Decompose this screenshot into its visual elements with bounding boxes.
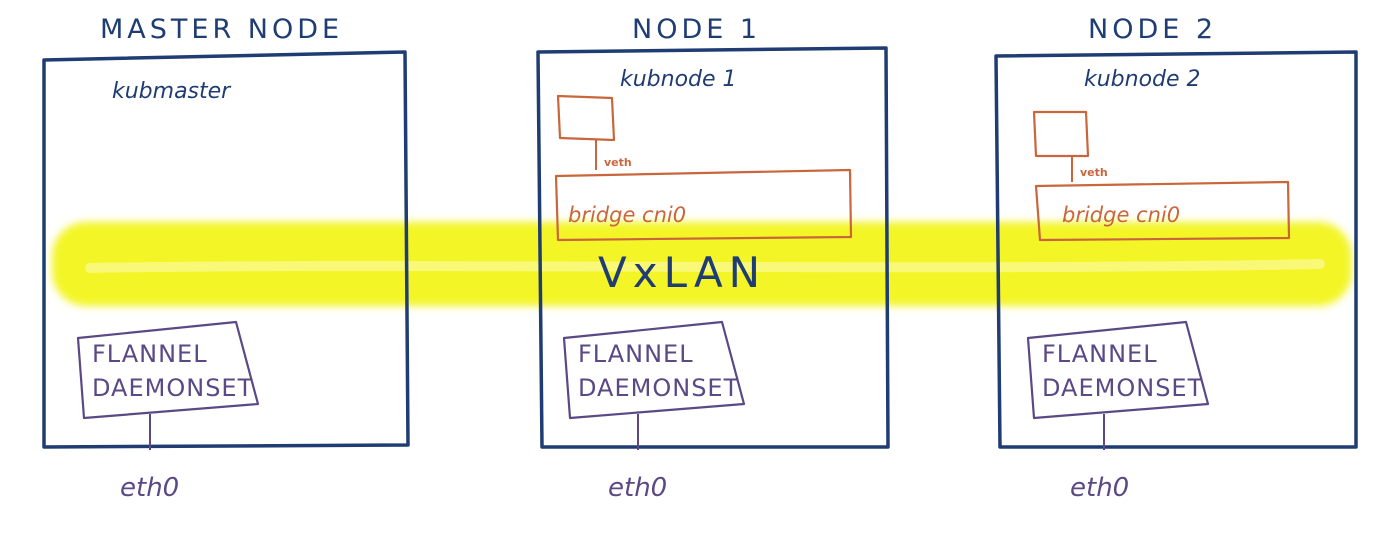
master-flannel-line1: FLANNEL [92, 340, 208, 368]
node-1: NODE 1 kubnode 1 veth bridge cni0 FLANNE… [536, 14, 890, 503]
master-node-title: MASTER NODE [100, 14, 343, 45]
master-node-hostname: kubmaster [112, 79, 232, 104]
node-2-flannel-box [1026, 320, 1210, 420]
node-2-hostname: kubnode 2 [1084, 67, 1201, 92]
vxlan-band-highlight [85, 259, 1325, 273]
master-node-frame [42, 50, 410, 449]
node-1-title: NODE 1 [632, 14, 761, 45]
node-1-frame [536, 46, 890, 449]
node-1-flannel-line1: FLANNEL [578, 340, 694, 368]
node-1-flannel-line2: DAEMONSET [578, 374, 739, 402]
node-2-eth0-label: eth0 [1070, 473, 1129, 503]
node-2-frame [994, 50, 1358, 449]
vxlan-label: VxLAN [598, 248, 766, 297]
node-2: NODE 2 kubnode 2 veth bridge cni0 FLANNE… [994, 14, 1358, 503]
vxlan-overlay: VxLAN [52, 222, 1352, 306]
node-1-eth0-label: eth0 [608, 473, 667, 503]
node-1-bridge-box [554, 168, 853, 242]
node-2-title: NODE 2 [1088, 14, 1217, 45]
node-1-pod-box [556, 94, 616, 142]
node-1-hostname: kubnode 1 [620, 67, 737, 92]
node-1-veth-label: veth [604, 156, 632, 169]
master-eth0-label: eth0 [120, 473, 179, 503]
master-flannel-box [76, 320, 260, 420]
node-2-pod-box [1032, 110, 1090, 158]
master-flannel-line2: DAEMONSET [92, 374, 253, 402]
node-1-flannel-box [562, 320, 746, 420]
node-2-flannel-line2: DAEMONSET [1042, 374, 1203, 402]
node-2-bridge-box [1034, 180, 1291, 242]
node-2-veth-label: veth [1080, 166, 1108, 179]
node-1-bridge-label: bridge cni0 [568, 203, 686, 227]
node-2-bridge-label: bridge cni0 [1062, 203, 1180, 227]
node-2-flannel-line1: FLANNEL [1042, 340, 1158, 368]
master-node: MASTER NODE kubmaster FLANNEL DAEMONSET … [42, 14, 410, 503]
